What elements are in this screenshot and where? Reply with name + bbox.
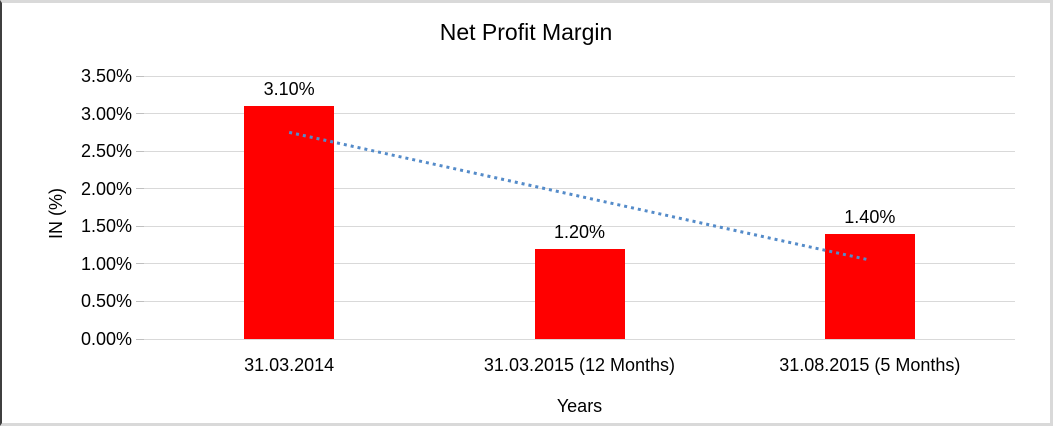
x-axis-category-label: 31.03.2015 (12 Months) bbox=[483, 355, 676, 375]
y-axis-tick-label: 0.50% bbox=[80, 291, 132, 312]
y-axis-tick bbox=[136, 300, 144, 302]
y-axis-tick-label: 1.50% bbox=[80, 216, 132, 237]
y-axis-tick bbox=[136, 75, 144, 77]
bar-31.08.2015 (5 Months) bbox=[824, 233, 915, 339]
bar-data-label: 1.40% bbox=[844, 206, 896, 227]
x-axis-title: Years bbox=[556, 396, 603, 416]
gridline bbox=[144, 113, 1015, 115]
y-axis-tick-label: 3.50% bbox=[80, 66, 132, 86]
bar-31.03.2014 bbox=[244, 106, 335, 339]
bar-31.03.2015 (12 Months) bbox=[534, 248, 625, 339]
y-axis-tick bbox=[136, 338, 144, 340]
x-axis-category-label: 31.08.2015 (5 Months) bbox=[779, 355, 961, 375]
plot-area: 0.00% 0.50% 1.00% 1.50% 2.00% 2.50% 3.00% 3.50%… bbox=[2, 3, 1050, 423]
y-axis-tick bbox=[136, 263, 144, 265]
y-axis-tick bbox=[136, 113, 144, 115]
gridline bbox=[144, 75, 1015, 77]
y-axis-tick bbox=[136, 225, 144, 227]
chart-title: Net Profit Margin bbox=[439, 19, 613, 45]
y-axis-tick bbox=[136, 188, 144, 190]
y-axis-tick-label: 3.00% bbox=[80, 103, 132, 124]
y-axis-tick-label: 0.00% bbox=[80, 329, 132, 349]
bar-data-label: 1.20% bbox=[553, 221, 606, 242]
x-axis-category-label: 31.03.2014 bbox=[244, 355, 335, 375]
y-axis-tick-label: 2.00% bbox=[80, 178, 132, 199]
gridline bbox=[144, 338, 1015, 340]
y-axis-tick-label: 2.50% bbox=[80, 141, 132, 162]
y-axis-tick bbox=[136, 150, 144, 152]
bar-data-label: 3.10% bbox=[263, 79, 315, 100]
y-axis-tick-label: 1.00% bbox=[80, 253, 132, 274]
